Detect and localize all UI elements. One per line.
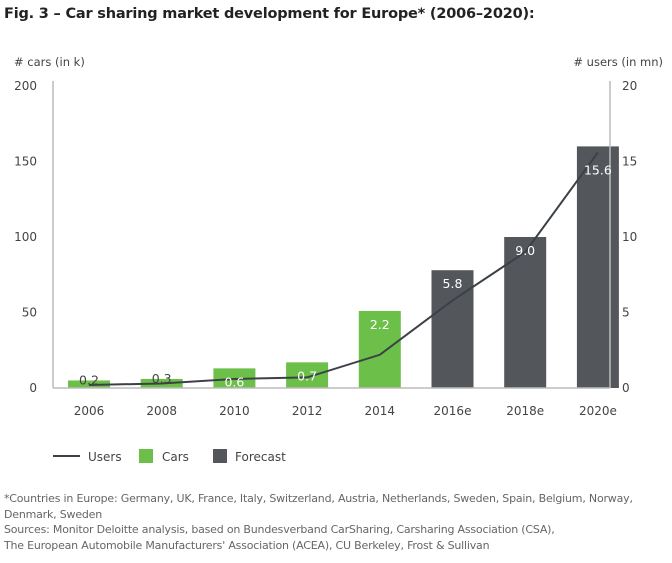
data-label: 0.2 [79,372,99,387]
chart: # cars (in k) # users (in mn)050100150200… [14,55,663,464]
bar-2018e [504,237,547,388]
legend-cars-label: Cars [162,450,189,464]
footnotes: *Countries in Europe: Germany, UK, Franc… [4,491,672,553]
data-label: 2.2 [370,317,390,332]
right-axis-label: # users (in mn) [573,55,663,69]
right-tick-label: 0 [622,381,630,395]
bar-2020e [576,146,619,388]
chart-title: Fig. 3 – Car sharing market development … [4,6,535,22]
bar-2016e [431,270,474,388]
sources-note: Sources: Monitor Deloitte analysis, base… [4,523,555,536]
countries-note: *Countries in Europe: Germany, UK, Franc… [4,492,633,521]
x-tick-label: 2020e [579,404,617,418]
legend-cars-swatch [139,449,153,463]
x-tick-label: 2018e [506,404,544,418]
right-tick-label: 10 [622,230,637,244]
bar-2014 [358,310,401,388]
users-line [88,151,599,386]
left-axis-label: # cars (in k) [14,55,85,69]
x-tick-label: 2006 [74,404,105,418]
left-tick-label: 200 [14,79,37,93]
data-label: 0.6 [224,374,244,389]
bar-2012 [286,362,329,388]
data-label: 15.6 [584,162,612,177]
x-tick-label: 2010 [219,404,250,418]
sources-note-2: The European Automobile Manufacturers' A… [4,538,490,552]
x-tick-label: 2008 [146,404,177,418]
left-tick-label: 50 [22,306,37,320]
right-tick-label: 20 [622,79,637,93]
data-label: 0.3 [152,371,172,386]
data-label: 9.0 [515,243,535,258]
left-tick-label: 150 [14,155,37,169]
data-label: 0.7 [297,368,317,383]
legend-users-label: Users [88,450,122,464]
legend-forecast-swatch [213,449,227,463]
right-tick-label: 15 [622,155,637,169]
x-tick-label: 2014 [365,404,396,418]
x-tick-label: 2012 [292,404,323,418]
left-tick-label: 0 [29,381,37,395]
legend-forecast-label: Forecast [235,450,286,464]
left-tick-label: 100 [14,230,37,244]
data-label: 5.8 [443,276,463,291]
right-tick-label: 5 [622,306,630,320]
x-tick-label: 2016e [434,404,472,418]
